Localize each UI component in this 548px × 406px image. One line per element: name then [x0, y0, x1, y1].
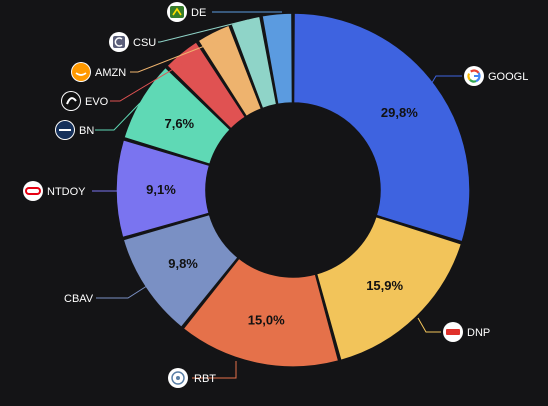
leader-line-rbt	[192, 361, 237, 379]
john-deere-logo-icon	[167, 2, 187, 22]
legend-label-cbav: CBAV	[64, 293, 94, 305]
legend-label-amzn: AMZN	[95, 67, 126, 79]
legend-label-csu: CSU	[133, 37, 156, 49]
leader-line-csu	[158, 19, 249, 43]
slice-ntdoy[interactable]	[115, 138, 211, 239]
legend-label-googl: GOOGL	[488, 71, 528, 83]
legend-label-rbt: RBT	[194, 373, 216, 385]
leader-line-bn	[95, 102, 141, 131]
legend-label-evo: EVO	[85, 96, 109, 108]
value-label-bn: 7,6%	[164, 116, 194, 131]
rbt-logo-icon	[168, 368, 188, 388]
dino-logo-icon	[443, 322, 463, 342]
slice-googl[interactable]	[292, 12, 471, 243]
slice-rbt[interactable]	[182, 257, 340, 368]
csu-logo-icon	[109, 32, 129, 52]
value-label-ntdoy: 9,1%	[146, 182, 176, 197]
leader-line-cbav	[96, 283, 151, 299]
legend-label-dnp: DNP	[467, 327, 490, 339]
value-label-googl: 29,8%	[381, 105, 418, 120]
slice-cbav[interactable]	[122, 213, 240, 329]
evo-logo-icon	[61, 91, 81, 111]
brookfield-logo-icon	[55, 120, 75, 140]
value-label-dnp: 15,9%	[366, 278, 403, 293]
leader-line-dnp	[417, 317, 441, 333]
slice-bn[interactable]	[122, 66, 232, 166]
value-label-rbt: 15,0%	[248, 312, 285, 327]
slice-amzn[interactable]	[196, 24, 263, 118]
leader-line-evo	[110, 58, 191, 102]
legend-label-bn: BN	[79, 125, 94, 137]
nintendo-logo-icon	[23, 181, 43, 201]
slice-de[interactable]	[261, 12, 294, 106]
value-label-cbav: 9,8%	[168, 256, 198, 271]
amazon-logo-icon	[71, 62, 91, 82]
legend-label-ntdoy: NTDOY	[47, 186, 86, 198]
leader-line-amzn	[130, 39, 221, 73]
google-logo-icon	[464, 66, 484, 86]
legend-label-de: DE	[191, 7, 206, 19]
leader-line-googl	[423, 75, 462, 97]
slice-csu[interactable]	[229, 15, 278, 110]
slice-dnp[interactable]	[315, 215, 463, 362]
